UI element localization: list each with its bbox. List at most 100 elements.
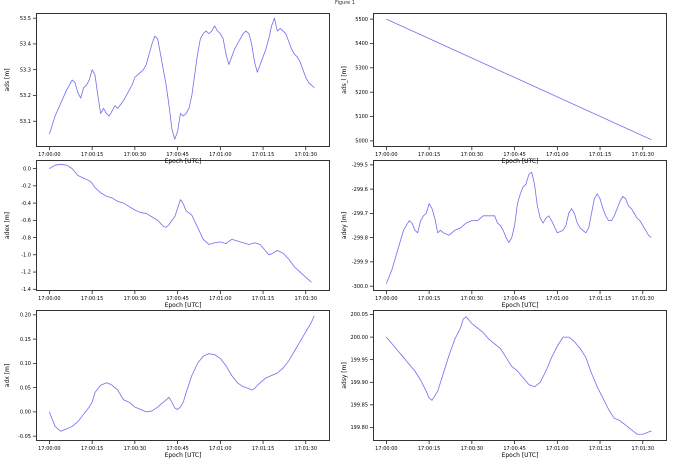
x-tick-label: 17:00:15 — [418, 296, 440, 302]
series-line-adey-m — [386, 171, 652, 284]
y-tick-label: 199.95 — [351, 357, 369, 363]
x-tick-label: 17:00:30 — [461, 296, 483, 302]
x-tick-label: 17:01:00 — [546, 446, 568, 452]
y-tick-label: -299.6 — [352, 187, 368, 193]
x-tick-label: 17:00:45 — [166, 152, 188, 158]
y-axis-label: adex [m] — [4, 212, 11, 239]
y-tick-label: -1.0 — [21, 253, 31, 259]
x-tick-label: 17:00:00 — [38, 446, 60, 452]
x-tick-label: 17:01:00 — [546, 152, 568, 158]
series-line-adsy-m — [386, 316, 652, 435]
x-tick-label: 17:00:00 — [38, 152, 60, 158]
x-tick-label: 17:01:15 — [252, 296, 274, 302]
x-tick-label: 17:00:45 — [503, 152, 525, 158]
subplot-ads: 17:00:00 17:00:15 17:00:30 17:00:45 17:01:00… — [4, 13, 330, 165]
x-axis-label: Epoch [UTC] — [165, 158, 202, 165]
y-tick-label: 53.1 — [20, 119, 31, 125]
y-tick-label: 5300 — [355, 66, 368, 72]
x-tick-label: 17:01:30 — [295, 446, 317, 452]
series-line-ads-m — [49, 17, 315, 140]
x-tick-label: 17:01:15 — [589, 296, 611, 302]
plot-frame — [36, 310, 330, 441]
series-line-adex-m — [49, 163, 312, 283]
y-tick-label: 53.4 — [20, 42, 31, 48]
plot-frame — [373, 13, 667, 147]
y-axis-label: adx [m] — [4, 364, 11, 387]
y-tick-label: 0.15 — [20, 337, 31, 343]
x-tick-label: 17:00:00 — [375, 296, 397, 302]
y-tick-label: -0.2 — [21, 184, 31, 190]
x-tick-label: 17:00:45 — [166, 446, 188, 452]
y-tick-label: -0.8 — [21, 235, 31, 241]
x-tick-label: 17:00:00 — [38, 296, 60, 302]
x-axis-label: Epoch [UTC] — [165, 452, 202, 459]
y-tick-label: -300.0 — [352, 284, 368, 290]
x-tick-label: 17:00:00 — [375, 152, 397, 158]
y-tick-label: 199.90 — [351, 380, 369, 386]
x-tick-label: 17:00:15 — [81, 446, 103, 452]
y-axis-label: ads_l [m] — [341, 66, 348, 94]
y-axis-label: adsy [m] — [341, 362, 348, 389]
y-tick-label: 53.2 — [20, 93, 31, 99]
x-tick-label: 17:01:15 — [252, 446, 274, 452]
x-tick-label: 17:00:15 — [81, 152, 103, 158]
x-tick-label: 17:00:15 — [418, 152, 440, 158]
x-tick-label: 17:00:15 — [81, 296, 103, 302]
y-tick-label: 200.05 — [351, 312, 369, 318]
x-tick-label: 17:01:30 — [295, 296, 317, 302]
y-tick-label: 53.3 — [20, 67, 31, 73]
subplot-adsy: 17:00:00 17:00:15 17:00:30 17:00:45 17:01:00… — [341, 310, 667, 459]
y-tick-label: -0.6 — [21, 218, 31, 224]
plot-frame — [36, 13, 330, 147]
y-tick-label: -1.4 — [21, 287, 31, 293]
x-axis-label: Epoch [UTC] — [502, 158, 539, 165]
y-tick-label: -1.2 — [21, 270, 31, 276]
y-tick-label: 0.00 — [20, 410, 31, 416]
y-tick-label: 5000 — [355, 139, 368, 145]
x-tick-label: 17:01:30 — [632, 446, 654, 452]
x-tick-label: 17:01:00 — [209, 296, 231, 302]
x-tick-label: 17:01:15 — [589, 446, 611, 452]
plot-frame — [373, 160, 667, 291]
subplot-adx: 17:00:00 17:00:15 17:00:30 17:00:45 17:01:00… — [4, 310, 330, 459]
x-tick-label: 17:01:15 — [589, 152, 611, 158]
y-tick-label: 0.20 — [20, 313, 31, 319]
x-tick-label: 17:00:30 — [124, 446, 146, 452]
y-tick-label: 53.5 — [20, 16, 31, 22]
y-axis-label: ads [m] — [4, 68, 11, 91]
y-tick-label: -299.8 — [352, 235, 368, 241]
y-tick-label: 5500 — [355, 17, 368, 23]
y-tick-label: 0.05 — [20, 385, 31, 391]
x-tick-label: 17:00:45 — [166, 296, 188, 302]
x-axis-label: Epoch [UTC] — [165, 302, 202, 309]
x-tick-label: 17:01:30 — [632, 296, 654, 302]
x-tick-label: 17:00:30 — [124, 296, 146, 302]
x-axis-label: Epoch [UTC] — [502, 302, 539, 309]
x-tick-label: 17:01:30 — [295, 152, 317, 158]
y-axis-label: adey [m] — [341, 212, 348, 239]
x-axis-label: Epoch [UTC] — [502, 452, 539, 459]
y-tick-label: -299.9 — [352, 260, 368, 266]
x-tick-label: 17:00:30 — [461, 152, 483, 158]
series-line-ads-l-m — [386, 18, 652, 141]
y-tick-label: -0.4 — [21, 201, 31, 207]
x-tick-label: 17:01:30 — [632, 152, 654, 158]
figure-title: Figure 1 — [334, 0, 356, 6]
subplot-adey: 17:00:00 17:00:15 17:00:30 17:00:45 17:01:00… — [341, 160, 667, 309]
plot-frame — [373, 310, 667, 441]
subplot-ads-l: 17:00:00 17:00:15 17:00:30 17:00:45 17:01:00… — [341, 13, 667, 165]
y-tick-label: 199.80 — [351, 425, 369, 431]
y-tick-label: -0.05 — [18, 434, 31, 440]
x-tick-label: 17:01:00 — [209, 446, 231, 452]
x-tick-label: 17:00:45 — [503, 296, 525, 302]
x-tick-label: 17:01:00 — [209, 152, 231, 158]
plot-frame — [36, 160, 330, 291]
x-tick-label: 17:00:00 — [375, 446, 397, 452]
series-line-adx-m — [49, 315, 315, 432]
x-tick-label: 17:00:30 — [461, 446, 483, 452]
x-tick-label: 17:01:15 — [252, 152, 274, 158]
x-tick-label: 17:00:15 — [418, 446, 440, 452]
y-tick-label: -299.7 — [352, 211, 368, 217]
y-tick-label: 5200 — [355, 90, 368, 96]
y-tick-label: 200.00 — [351, 335, 369, 341]
